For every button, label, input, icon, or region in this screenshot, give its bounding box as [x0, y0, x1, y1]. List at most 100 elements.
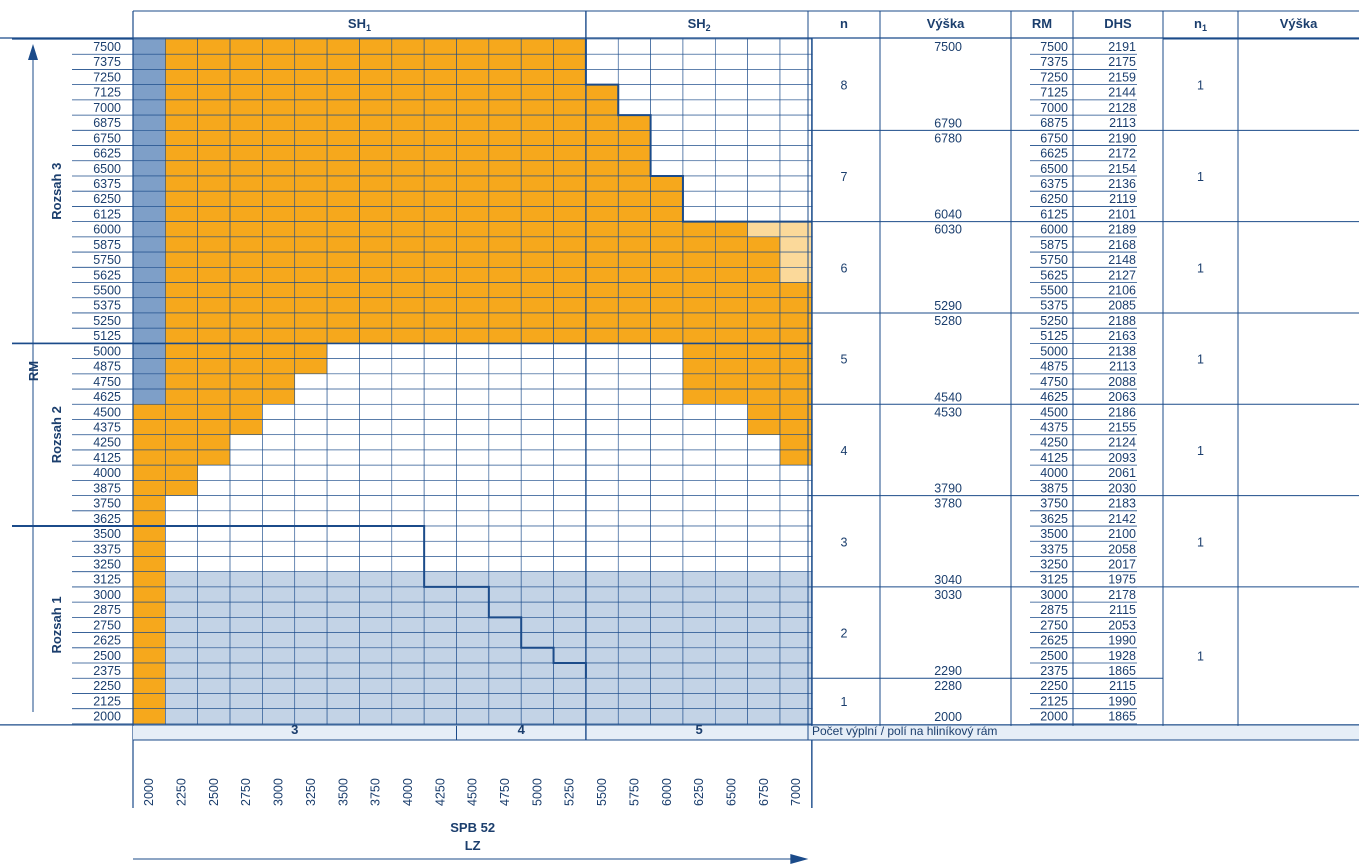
heatmap-cell	[488, 236, 522, 253]
heatmap-cell	[456, 251, 490, 268]
heatmap-cell	[229, 617, 263, 633]
heatmap-cell	[747, 130, 781, 146]
x-tick-label: 3750	[369, 778, 383, 806]
heatmap-cell	[326, 464, 360, 481]
table-dhs-value: 1928	[1108, 649, 1136, 663]
heatmap-cell	[779, 343, 813, 359]
y-tick-label: 2750	[93, 618, 121, 632]
table-dhs-value: 2124	[1108, 436, 1136, 450]
heatmap-cell	[779, 403, 813, 420]
heatmap-cell	[294, 647, 328, 664]
heatmap-cell	[132, 84, 166, 101]
heatmap-cell	[423, 84, 457, 101]
y-tick-label: 6000	[93, 223, 121, 237]
heatmap-cell	[585, 617, 619, 633]
heatmap-cell	[326, 571, 360, 588]
heatmap-cell	[520, 647, 554, 664]
heatmap-cell	[165, 708, 199, 725]
heatmap-cells	[132, 38, 813, 725]
heatmap-cell	[132, 693, 166, 709]
heatmap-cell	[488, 419, 522, 436]
table-vyska-top: 2280	[934, 679, 962, 693]
heatmap-cell	[488, 449, 522, 466]
table-dhs-value: 2154	[1108, 162, 1136, 176]
heatmap-cell	[262, 236, 296, 253]
heatmap-cell	[585, 373, 619, 390]
y-tick-label: 4500	[93, 405, 121, 419]
table-rm-value: 2000	[1040, 710, 1068, 724]
table-rm-value: 5125	[1040, 329, 1068, 343]
heatmap-cell	[132, 480, 166, 496]
table-rm-value: 2375	[1040, 664, 1068, 678]
heatmap-cell	[520, 586, 554, 603]
heatmap-cell	[553, 206, 587, 222]
heatmap-cell	[197, 434, 231, 451]
heatmap-cell	[165, 53, 199, 70]
heatmap-cell	[391, 647, 425, 664]
heatmap-cell	[326, 540, 360, 557]
heatmap-cell	[165, 662, 199, 679]
heatmap-cell	[132, 312, 166, 329]
heatmap-cell	[423, 343, 457, 359]
staircase-line	[12, 525, 587, 679]
heatmap-cell	[132, 38, 166, 55]
y-tick-label: 2875	[93, 603, 121, 617]
heatmap-cell	[650, 343, 684, 359]
heatmap-cell	[553, 190, 587, 207]
heatmap-cell	[359, 373, 393, 390]
heatmap-cell	[132, 114, 166, 131]
heatmap-cell	[779, 525, 813, 542]
heatmap-cell	[747, 69, 781, 85]
heatmap-cell	[165, 617, 199, 633]
heatmap-cell	[391, 480, 425, 496]
heatmap-cell	[585, 114, 619, 131]
heatmap-cell	[714, 221, 748, 238]
heatmap-cell	[391, 677, 425, 694]
heatmap-cell	[262, 525, 296, 542]
header-rm: RM	[1032, 16, 1052, 31]
heatmap-cell	[326, 190, 360, 207]
table-rm-value: 6250	[1040, 192, 1068, 206]
boundary-line	[584, 39, 813, 223]
heatmap-cell	[423, 525, 457, 542]
heatmap-cell	[294, 130, 328, 146]
heatmap-cell	[779, 251, 813, 268]
heatmap-cell	[488, 434, 522, 451]
heatmap-cell	[294, 434, 328, 451]
heatmap-cell	[682, 434, 716, 451]
table-n-value: 3	[841, 535, 848, 549]
heatmap-cell	[456, 99, 490, 116]
heatmap-cell	[423, 693, 457, 709]
heatmap-cell	[553, 327, 587, 344]
x-tick-label: 6000	[660, 778, 674, 806]
heatmap-cell	[456, 145, 490, 162]
heatmap-cell	[262, 403, 296, 420]
heatmap-cell	[650, 419, 684, 436]
heatmap-cell	[779, 449, 813, 466]
heatmap-cell	[423, 206, 457, 222]
heatmap-cell	[165, 434, 199, 451]
table-rm-value: 3625	[1040, 512, 1068, 526]
heatmap-cell	[262, 251, 296, 268]
y-tick-label: 3375	[93, 542, 121, 556]
heatmap-cell	[165, 677, 199, 694]
heatmap-cell	[423, 677, 457, 694]
heatmap-cell	[520, 540, 554, 557]
panel-count-3: 3	[291, 722, 298, 737]
heatmap-cell	[229, 525, 263, 542]
heatmap-cell	[585, 160, 619, 177]
heatmap-cell	[262, 480, 296, 496]
heatmap-cell	[520, 160, 554, 177]
table-dhs-value: 2155	[1108, 421, 1136, 435]
heatmap-cell	[294, 449, 328, 466]
heatmap-cell	[197, 480, 231, 496]
table-rm-value: 4250	[1040, 436, 1068, 450]
heatmap-cell	[326, 556, 360, 572]
x-tick-label: 4250	[433, 778, 447, 806]
table-vyska-bottom: 3790	[934, 482, 962, 496]
heatmap-cell	[714, 236, 748, 253]
heatmap-cell	[747, 84, 781, 101]
heatmap-cell	[391, 175, 425, 192]
heatmap-cell	[391, 571, 425, 588]
heatmap-cell	[617, 434, 651, 451]
